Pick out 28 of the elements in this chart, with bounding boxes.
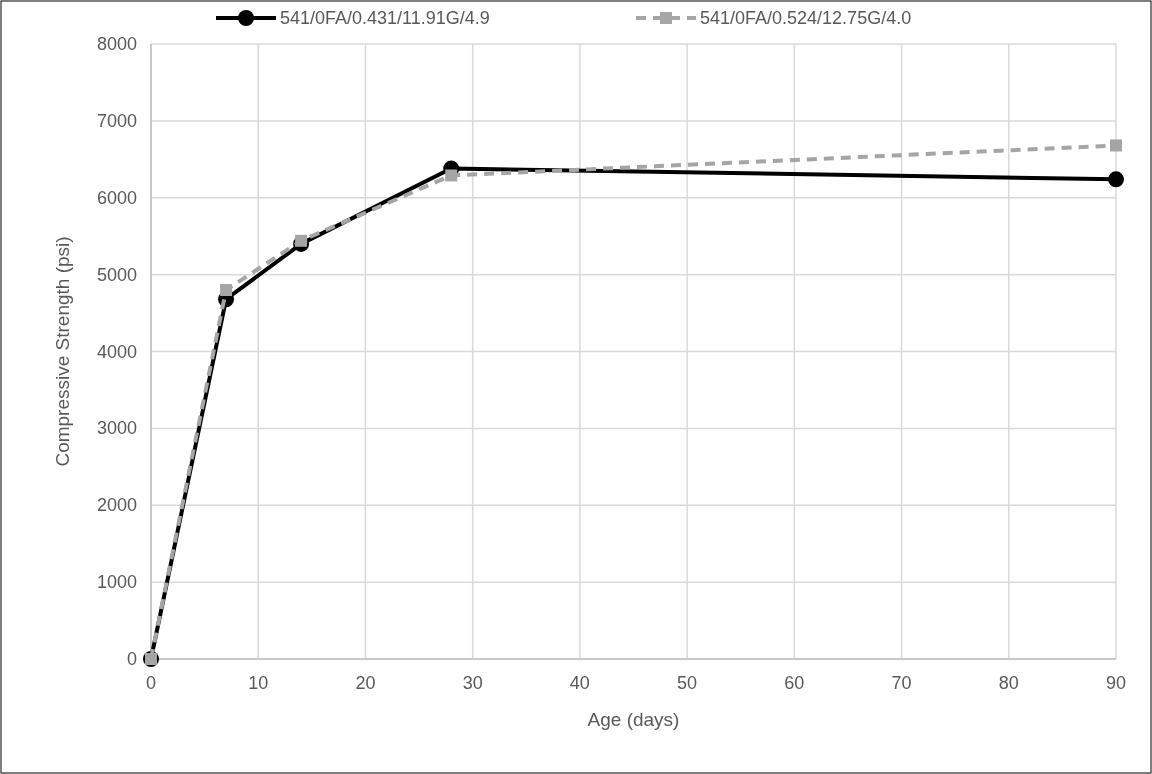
legend-label: 541/0FA/0.431/11.91G/4.9 (280, 8, 490, 28)
point (1110, 139, 1122, 152)
y-tick-label: 5000 (96, 264, 137, 285)
y-tick-label: 6000 (96, 187, 137, 208)
y-tick-label: 1000 (96, 572, 137, 593)
x-tick-label: 60 (784, 673, 805, 693)
x-tick-label: 0 (145, 673, 157, 693)
y-tick-label: 7000 (96, 110, 137, 131)
x-tick-label: 10 (248, 673, 269, 693)
x-tick-label: 50 (677, 673, 698, 693)
x-tick-label: 70 (891, 673, 912, 693)
point (295, 234, 308, 247)
x-tick-label: 80 (998, 673, 1019, 693)
y-tick-label: 4000 (96, 341, 137, 362)
x-axis-title: Age (days) (587, 709, 680, 730)
y-tick-label: 3000 (96, 418, 137, 439)
legend-label: 541/0FA/0.524/12.75G/4.0 (700, 8, 912, 28)
point (445, 169, 458, 182)
point (220, 284, 233, 296)
y-tick-label: 0 (126, 649, 137, 669)
x-tick-label: 40 (569, 673, 590, 693)
y-tick-label: 8000 (96, 34, 137, 54)
x-tick-label: 90 (1105, 673, 1127, 693)
x-tick-label: 20 (355, 673, 376, 693)
x-tick-label: 30 (462, 673, 483, 693)
y-tick-label: 2000 (96, 495, 137, 516)
point (1108, 171, 1124, 188)
y-axis-title: Compressive Strength (psi) (52, 236, 73, 467)
